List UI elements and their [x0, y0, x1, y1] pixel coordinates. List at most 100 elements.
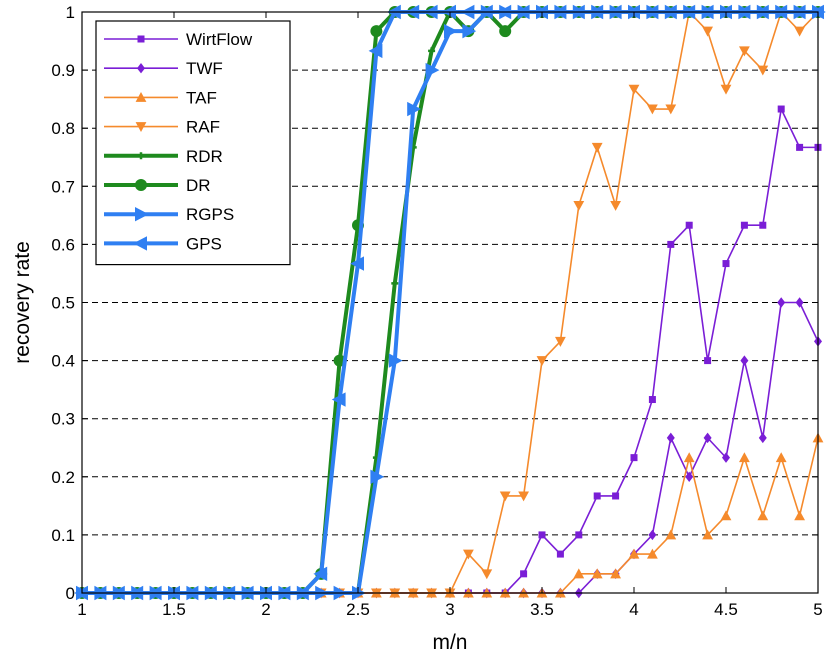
data-point: [428, 47, 436, 55]
data-point: [133, 236, 147, 251]
y-axis-label: recovery rate: [11, 241, 34, 364]
data-point: [794, 26, 805, 37]
data-point: [350, 256, 364, 271]
data-point: [757, 510, 769, 521]
data-point: [331, 392, 346, 407]
data-point: [720, 84, 732, 95]
legend-label: GPS: [186, 234, 222, 253]
data-point: [573, 568, 585, 579]
legend-label: TWF: [186, 59, 223, 78]
data-point: [407, 101, 421, 117]
data-point: [796, 143, 804, 151]
data-point: [683, 452, 695, 463]
x-tick-label: 2: [261, 600, 270, 619]
series-line: [82, 437, 819, 594]
y-tick-label: 0: [66, 584, 75, 603]
data-point: [591, 568, 603, 579]
data-point: [702, 529, 713, 540]
legend-box: [95, 20, 291, 266]
data-point: [481, 569, 493, 580]
data-point: [137, 63, 145, 74]
data-point: [612, 492, 620, 500]
data-point: [722, 452, 730, 463]
legend-item: RDR: [104, 147, 223, 166]
data-point: [591, 142, 603, 153]
data-point: [74, 585, 88, 601]
data-point: [135, 92, 147, 102]
data-point: [499, 25, 512, 38]
data-point: [137, 35, 145, 43]
legend-item: RAF: [104, 118, 220, 137]
data-point: [757, 65, 769, 76]
y-tick-label: 0.3: [51, 410, 75, 429]
data-point: [740, 355, 749, 366]
data-point: [499, 491, 511, 502]
axis-ticks: 0 0.1 0.2 0.3 0.4 0.5 0.6 0.7 0.8 0.9 1 1 1.5 2 2.5 3 3.…: [51, 3, 822, 619]
legend-item: TWF: [104, 59, 223, 78]
legend-item: GPS: [104, 234, 222, 253]
data-point: [739, 452, 750, 463]
legend-item: DR: [104, 176, 211, 195]
data-point: [740, 221, 748, 229]
data-point: [647, 104, 658, 115]
data-point: [795, 297, 804, 308]
y-tick-label: 0.2: [51, 468, 75, 487]
data-point: [758, 432, 767, 444]
data-point: [463, 549, 474, 560]
y-tick-label: 0.9: [51, 61, 75, 80]
data-point: [667, 240, 675, 248]
data-point: [370, 25, 383, 38]
legend: WirtFlow TWF TAF RAF RDR DR RGPS GPS: [95, 20, 291, 266]
legend-label: WirtFlow: [186, 30, 253, 49]
x-tick-label: 4: [629, 600, 638, 619]
x-axis-label: m/n: [432, 631, 467, 654]
data-point: [593, 492, 601, 500]
y-tick-label: 0.7: [51, 177, 75, 196]
legend-label: RAF: [186, 118, 220, 137]
legend-label: TAF: [186, 88, 217, 107]
data-point: [462, 23, 477, 39]
data-point: [628, 548, 640, 559]
data-point: [685, 221, 693, 229]
legend-label: RGPS: [186, 205, 234, 224]
data-point: [666, 432, 675, 444]
y-tick-label: 0.8: [51, 119, 75, 138]
x-tick-label: 3: [445, 600, 454, 619]
x-tick-label: 1.5: [162, 600, 186, 619]
x-tick-label: 4.5: [714, 600, 738, 619]
data-point: [685, 471, 694, 482]
data-point: [739, 46, 750, 57]
x-tick-label: 3.5: [530, 600, 554, 619]
series-line: [82, 301, 819, 594]
y-tick-label: 0.1: [51, 526, 75, 545]
y-tick-label: 0.5: [51, 294, 75, 313]
data-point: [370, 469, 385, 484]
legend-label: DR: [186, 176, 211, 195]
data-point: [425, 62, 440, 78]
data-point: [518, 491, 529, 502]
data-point: [794, 510, 805, 521]
data-point: [391, 279, 399, 287]
data-point: [665, 529, 677, 540]
legend-item: WirtFlow: [104, 30, 253, 49]
data-point: [648, 529, 657, 541]
data-point: [630, 454, 638, 462]
y-tick-label: 1: [66, 3, 75, 22]
data-point: [665, 104, 677, 115]
legend-item: TAF: [104, 88, 217, 107]
data-point: [137, 152, 145, 160]
data-point: [368, 43, 383, 59]
data-point: [444, 23, 458, 39]
data-point: [520, 570, 528, 578]
data-point: [135, 179, 147, 191]
data-point: [538, 531, 546, 539]
data-point: [556, 550, 564, 558]
data-point: [555, 336, 566, 347]
data-point: [536, 356, 548, 366]
data-point: [575, 531, 583, 539]
data-point: [135, 207, 149, 222]
data-point: [702, 26, 713, 37]
x-tick-label: 1: [77, 600, 86, 619]
series-taf: [76, 432, 824, 598]
